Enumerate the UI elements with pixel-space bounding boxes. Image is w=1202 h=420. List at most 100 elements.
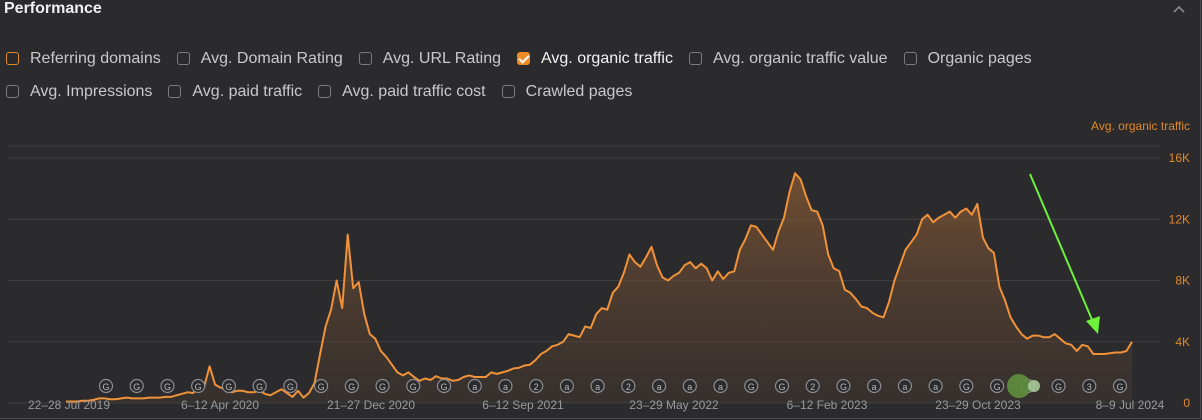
event-marker: a [498, 378, 513, 394]
checkbox[interactable] [517, 52, 531, 65]
event-marker-circle[interactable] [959, 378, 974, 394]
y-axis-series-label: Avg. organic traffic [1091, 119, 1190, 133]
metric-toggle-avg-paid-traffic[interactable]: Avg. paid traffic [168, 83, 302, 101]
event-marker-circle[interactable] [559, 378, 575, 394]
event-marker-circle[interactable] [897, 378, 913, 394]
event-marker-circle[interactable] [129, 378, 144, 394]
event-marker-circle[interactable] [836, 378, 851, 394]
event-marker-circle[interactable] [498, 378, 513, 394]
event-marker-circle[interactable] [805, 378, 820, 394]
event-marker-circle[interactable] [375, 378, 390, 394]
event-marker: 2 [805, 378, 820, 394]
highlighted-event-marker [1007, 374, 1031, 398]
series-line [66, 172, 1133, 403]
event-marker-circle[interactable] [283, 378, 298, 394]
checkbox[interactable] [176, 52, 190, 65]
event-marker-circle[interactable] [313, 378, 329, 394]
event-marker-circle[interactable] [1051, 378, 1066, 394]
event-marker-label: a [933, 382, 938, 392]
metric-toggles: Referring domains Avg. Domain Rating Avg. … [6, 42, 1186, 108]
event-marker-circle[interactable] [621, 378, 636, 394]
y-tick-label: 4K [1175, 335, 1190, 349]
event-marker-label: G [994, 382, 1001, 392]
event-marker-label: G [748, 382, 755, 392]
event-marker-circle[interactable] [467, 378, 482, 394]
event-marker-circle[interactable] [590, 378, 605, 394]
event-marker-circle[interactable] [529, 378, 544, 394]
event-marker-label: G [379, 382, 386, 392]
event-marker-label: G [164, 382, 171, 392]
event-marker-circle[interactable] [252, 378, 267, 394]
event-marker-circle[interactable] [774, 378, 790, 394]
event-marker-circle[interactable] [160, 378, 175, 394]
checkbox[interactable] [501, 85, 515, 98]
event-marker: 3 [1082, 378, 1097, 394]
event-marker-label: G [440, 382, 447, 392]
metric-toggle-crawled-pages[interactable]: Crawled pages [501, 83, 632, 101]
checkbox[interactable] [6, 85, 19, 98]
metric-toggle-avg-paid-traffic-cost[interactable]: Avg. paid traffic cost [318, 83, 486, 101]
event-marker-circle[interactable] [191, 378, 206, 394]
y-tick-label: 12K [1169, 212, 1190, 226]
event-marker: a [897, 378, 913, 394]
x-tick-label: 22–28 Jul 2019 [28, 398, 110, 412]
event-marker-circle[interactable] [221, 378, 237, 394]
event-marker-circle[interactable] [98, 378, 114, 394]
event-marker-label: G [225, 382, 232, 392]
event-marker: G [252, 378, 267, 394]
event-marker-circle[interactable] [1112, 378, 1128, 394]
checkbox[interactable] [6, 52, 19, 65]
checkbox[interactable] [168, 85, 182, 98]
checkbox[interactable] [903, 52, 917, 65]
metric-toggle-organic-pages[interactable]: Organic pages [903, 50, 1032, 68]
event-marker-label: G [840, 382, 847, 392]
checkbox[interactable] [318, 85, 332, 98]
metric-row-1: Referring domains Avg. Domain Rating Avg. … [6, 42, 1186, 75]
event-marker-circle[interactable] [867, 378, 882, 394]
x-tick-label: 21–27 Dec 2020 [327, 398, 415, 412]
metric-label: Avg. paid traffic [192, 82, 303, 100]
annotation-arrowhead [1086, 316, 1100, 334]
event-marker-circle[interactable] [1082, 378, 1097, 394]
event-marker: G [744, 378, 759, 394]
event-marker-label: a [657, 382, 662, 392]
metric-toggle-referring-domains[interactable]: Referring domains [6, 50, 161, 68]
event-marker-label: G [287, 382, 294, 392]
event-marker-circle[interactable] [406, 378, 421, 394]
metric-label: Avg. URL Rating [382, 49, 502, 67]
event-marker-circle[interactable] [682, 378, 697, 394]
chevron-up-icon[interactable] [1172, 2, 1186, 16]
y-tick-label: 0 [1183, 396, 1190, 410]
event-marker-circle[interactable] [713, 378, 728, 394]
event-marker-circle[interactable] [744, 378, 759, 394]
event-marker: a [559, 378, 575, 394]
event-marker: G [283, 378, 298, 394]
checkbox[interactable] [358, 52, 372, 65]
checkbox[interactable] [688, 52, 702, 65]
metric-toggle-avg-organic-traffic-value[interactable]: Avg. organic traffic value [688, 49, 888, 68]
event-marker-label: G [195, 382, 202, 392]
event-marker-label: G [963, 382, 970, 392]
event-marker-circle[interactable] [928, 378, 943, 394]
event-marker-label: a [595, 382, 600, 392]
event-marker-circle[interactable] [989, 378, 1005, 394]
event-marker-label: a [503, 382, 508, 392]
event-marker: G [774, 378, 790, 394]
metric-label: Avg. organic traffic value [712, 49, 888, 67]
metric-toggle-avg-domain-rating[interactable]: Avg. Domain Rating [176, 50, 343, 68]
event-marker: G [98, 378, 114, 394]
event-marker-circle[interactable] [436, 378, 452, 394]
event-marker-circle[interactable] [651, 378, 667, 394]
event-marker: G [406, 378, 421, 394]
event-marker-label: a [902, 382, 907, 392]
metric-toggle-avg-url-rating[interactable]: Avg. URL Rating [358, 49, 502, 68]
event-marker-circle[interactable] [344, 378, 359, 394]
event-marker-label: G [1055, 382, 1062, 392]
x-tick-label: 23–29 May 2022 [629, 398, 719, 412]
metric-toggle-avg-organic-traffic[interactable]: Avg. organic traffic [517, 50, 673, 68]
metric-toggle-avg-impressions[interactable]: Avg. Impressions [6, 83, 152, 101]
event-marker: G [191, 378, 206, 394]
event-marker: G [129, 378, 144, 394]
x-tick-label: 8–9 Jul 2024 [1096, 398, 1165, 412]
event-marker: a [867, 378, 882, 394]
